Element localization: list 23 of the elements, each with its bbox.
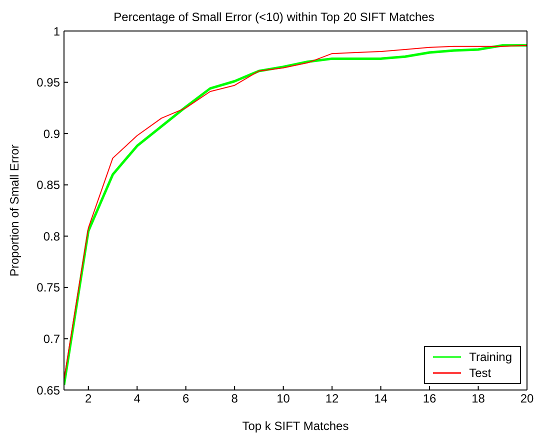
x-tick-label: 8 — [231, 392, 238, 406]
legend-label: Training — [469, 349, 512, 365]
x-axis-title: Top k SIFT Matches — [242, 419, 349, 433]
y-tick-label: 0.85 — [36, 178, 60, 192]
x-tick-label: 16 — [422, 392, 437, 406]
x-tick-label: 14 — [374, 392, 388, 406]
y-tick-label: 0.75 — [36, 280, 60, 295]
x-tick-label: 6 — [182, 392, 190, 406]
x-tick-label: 18 — [472, 392, 486, 406]
y-tick-label: 1 — [53, 24, 60, 38]
chart-title: Percentage of Small Error (<10) within Top 20 SIFT Matches — [112, 10, 436, 24]
legend-label: Test — [469, 365, 492, 381]
x-tick-label: 20 — [520, 392, 534, 406]
y-axis-title: Proportion of Small Error — [7, 144, 22, 277]
x-tick-label: 12 — [325, 392, 340, 406]
y-tick-label: 0.95 — [36, 76, 60, 90]
y-tick-label: 0.9 — [43, 126, 60, 141]
y-tick-label: 0.65 — [36, 383, 60, 398]
x-tick-label: 4 — [134, 392, 141, 406]
y-tick-label: 0.7 — [43, 332, 60, 346]
y-tick-label: 0.8 — [43, 229, 60, 244]
x-tick-label: 10 — [276, 392, 290, 406]
x-tick-label: 2 — [85, 392, 92, 406]
